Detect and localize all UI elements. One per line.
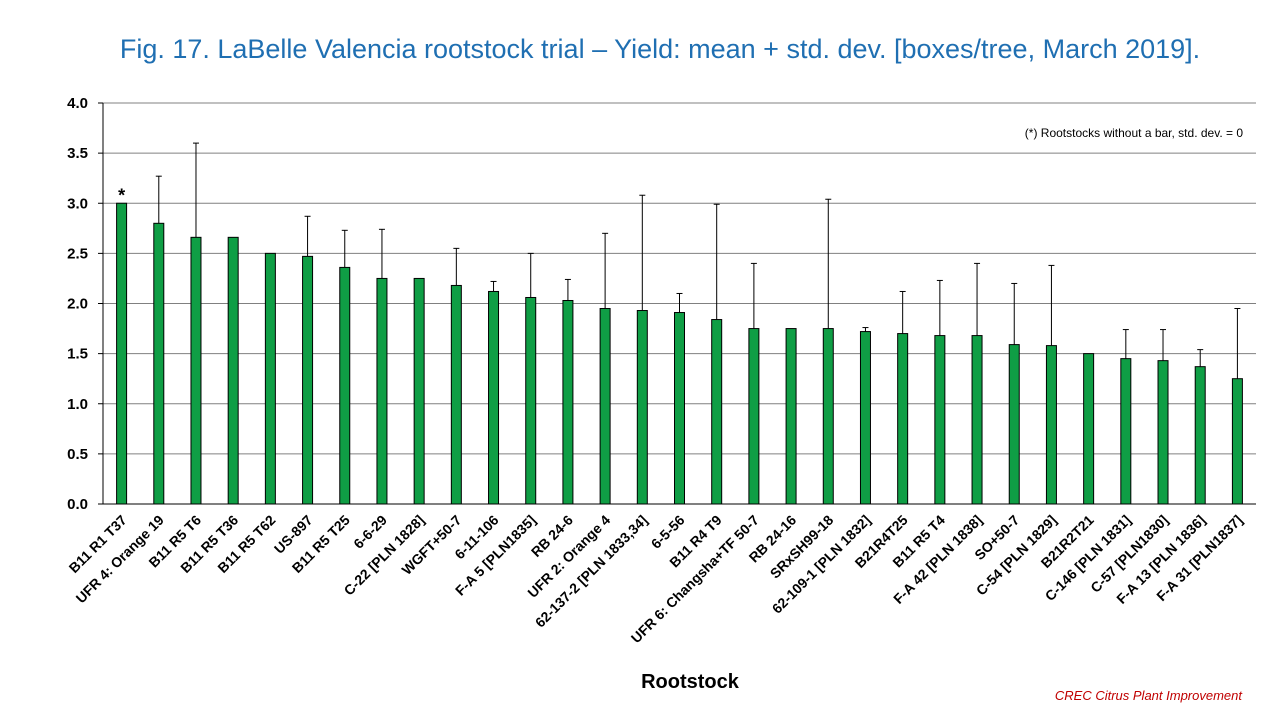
bar: [1157, 360, 1169, 505]
bar: [116, 202, 128, 505]
bar: [897, 333, 909, 505]
bar: [450, 284, 462, 505]
footer-credit: CREC Citrus Plant Improvement: [1054, 688, 1242, 703]
bar: [599, 308, 611, 505]
bar: [264, 252, 276, 505]
bar: [227, 236, 239, 505]
bar-marker: *: [118, 185, 125, 205]
bar: [674, 312, 685, 505]
axes: [102, 103, 1256, 505]
bar: [525, 296, 537, 505]
y-tick-label: 0.0: [67, 496, 88, 513]
chart-title: Fig. 17. LaBelle Valencia rootstock tria…: [119, 34, 1201, 64]
y-tick-label: 0.5: [67, 446, 88, 463]
bar: [1231, 378, 1243, 505]
y-tick-label: 3.0: [67, 195, 88, 212]
stddev-note: (*) Rootstocks without a bar, std. dev. …: [1025, 126, 1244, 140]
y-tick-label: 3.5: [67, 145, 88, 162]
y-tick-label: 1.0: [67, 396, 88, 413]
bar: [822, 328, 834, 505]
bar: [190, 236, 202, 505]
bar: [711, 319, 723, 505]
bar: [1120, 358, 1132, 505]
bar: [636, 310, 648, 505]
bars: [116, 202, 1243, 505]
bar: [153, 222, 165, 505]
x-axis-label: Rootstock: [641, 671, 740, 693]
bar: [859, 331, 871, 505]
bar: [971, 335, 983, 505]
y-tick-label: 1.5: [67, 346, 88, 363]
bar: [1194, 366, 1206, 505]
y-tick-label: 4.0: [67, 95, 88, 112]
bar: [562, 299, 574, 505]
bar: [785, 328, 797, 505]
bar: [748, 328, 760, 505]
bar: [1045, 345, 1057, 505]
bar: [1008, 344, 1020, 505]
y-tick-label: 2.5: [67, 245, 88, 262]
bar: [302, 255, 314, 505]
bar: [376, 277, 388, 505]
error-bars: [155, 142, 1241, 379]
bar: [413, 277, 425, 505]
bar: [488, 290, 500, 505]
y-tick-label: 2.0: [67, 296, 88, 313]
y-tick-labels: 0.0 0.5 1.0 1.5 2.0 2.5 3.0 3.5 4.0: [67, 95, 103, 513]
bar: [339, 266, 351, 505]
bar: [934, 335, 946, 505]
bar: [1083, 353, 1095, 505]
